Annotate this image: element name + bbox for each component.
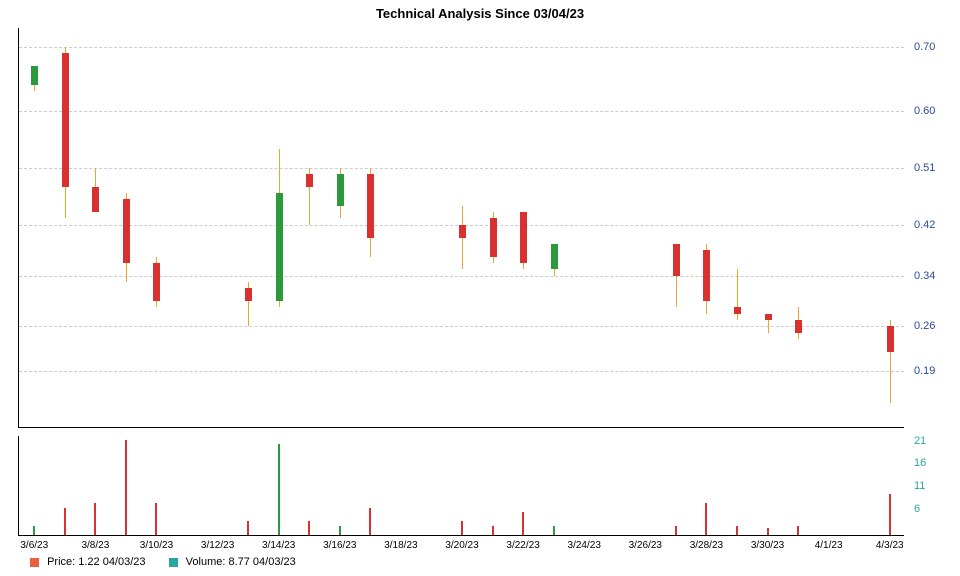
- volume-y-label: 16: [914, 457, 944, 469]
- candle-body: [367, 174, 374, 237]
- legend-price-swatch: [30, 558, 39, 567]
- volume-bar: [492, 526, 494, 535]
- candle-body: [887, 326, 894, 351]
- volume-bar: [889, 494, 891, 535]
- x-axis-label: 3/30/23: [751, 540, 784, 551]
- candle-body: [459, 225, 466, 238]
- x-axis-label: 3/22/23: [506, 540, 539, 551]
- price-y-label: 0.26: [914, 320, 954, 332]
- volume-bar: [522, 512, 524, 535]
- volume-bar: [767, 528, 769, 535]
- candle-body: [520, 212, 527, 263]
- price-gridline: [19, 168, 904, 169]
- candle-body: [31, 66, 38, 85]
- price-y-label: 0.19: [914, 365, 954, 377]
- volume-y-label: 11: [914, 480, 944, 492]
- price-y-label: 0.42: [914, 219, 954, 231]
- x-axis-label: 4/1/23: [815, 540, 843, 551]
- x-axis-label: 3/10/23: [140, 540, 173, 551]
- chart-title: Technical Analysis Since 03/04/23: [0, 6, 960, 21]
- candle-body: [62, 53, 69, 186]
- legend-volume-swatch: [169, 558, 178, 567]
- x-axis-label: 3/28/23: [690, 540, 723, 551]
- volume-bar: [369, 508, 371, 535]
- chart-legend: Price: 1.22 04/03/23 Volume: 8.77 04/03/…: [30, 556, 316, 568]
- candle-body: [734, 307, 741, 313]
- volume-bar: [94, 503, 96, 535]
- x-axis-label: 3/26/23: [629, 540, 662, 551]
- price-gridline: [19, 276, 904, 277]
- candle-body: [551, 244, 558, 269]
- x-axis-label: 3/14/23: [262, 540, 295, 551]
- price-gridline: [19, 47, 904, 48]
- volume-bar: [125, 440, 127, 535]
- price-gridline: [19, 111, 904, 112]
- legend-volume: Volume: 8.77 04/03/23: [169, 556, 296, 568]
- volume-bar: [553, 526, 555, 535]
- volume-y-label: 21: [914, 435, 944, 447]
- candle-body: [490, 218, 497, 256]
- volume-bar: [675, 526, 677, 535]
- legend-price-text: Price: 1.22 04/03/23: [47, 556, 145, 568]
- x-axis-label: 3/6/23: [20, 540, 48, 551]
- volume-bar: [247, 521, 249, 535]
- price-y-label: 0.51: [914, 162, 954, 174]
- price-y-label: 0.70: [914, 41, 954, 53]
- price-gridline: [19, 371, 904, 372]
- candle-body: [306, 174, 313, 187]
- candle-wick: [462, 206, 463, 269]
- legend-volume-text: Volume: 8.77 04/03/23: [186, 556, 296, 568]
- volume-y-label: 6: [914, 503, 944, 515]
- price-panel: 0.190.260.340.420.510.600.70: [18, 28, 904, 428]
- legend-price: Price: 1.22 04/03/23: [30, 556, 146, 568]
- volume-bar: [705, 503, 707, 535]
- volume-bar: [461, 521, 463, 535]
- candle-body: [703, 250, 710, 301]
- x-axis-label: 3/18/23: [384, 540, 417, 551]
- candle-body: [765, 314, 772, 320]
- candle-body: [673, 244, 680, 276]
- candle-body: [337, 174, 344, 206]
- volume-bar: [278, 444, 280, 535]
- price-y-label: 0.60: [914, 105, 954, 117]
- volume-bar: [339, 526, 341, 535]
- candle-body: [245, 288, 252, 301]
- volume-bar: [155, 503, 157, 535]
- price-y-label: 0.34: [914, 270, 954, 282]
- volume-bar: [308, 521, 310, 535]
- volume-bar: [736, 526, 738, 535]
- volume-bar: [33, 526, 35, 535]
- x-axis-label: 3/24/23: [568, 540, 601, 551]
- volume-bar: [797, 526, 799, 535]
- candle-body: [123, 199, 130, 262]
- x-axis-label: 3/20/23: [445, 540, 478, 551]
- x-axis-label: 4/3/23: [876, 540, 904, 551]
- candle-body: [276, 193, 283, 301]
- volume-panel: 61116213/6/233/8/233/10/233/12/233/14/23…: [18, 436, 904, 536]
- x-axis-label: 3/16/23: [323, 540, 356, 551]
- x-axis-label: 3/8/23: [81, 540, 109, 551]
- volume-bar: [64, 508, 66, 535]
- candle-body: [92, 187, 99, 212]
- price-gridline: [19, 326, 904, 327]
- x-axis-label: 3/12/23: [201, 540, 234, 551]
- candle-body: [153, 263, 160, 301]
- chart-container: Technical Analysis Since 03/04/23 0.190.…: [0, 0, 960, 576]
- candle-body: [795, 320, 802, 333]
